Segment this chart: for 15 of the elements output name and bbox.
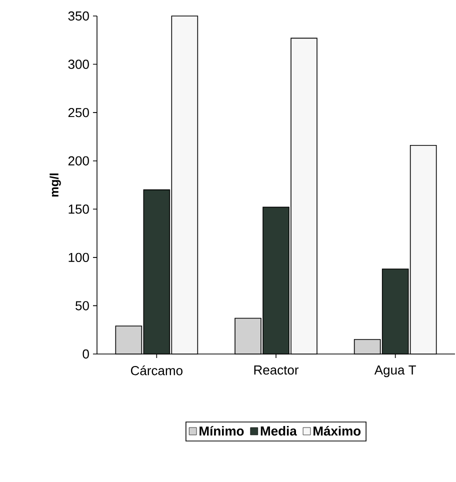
- legend-label: Máximo: [314, 426, 361, 436]
- legend-label: Mínimo: [200, 426, 244, 436]
- y-tick-label: 350: [68, 11, 89, 21]
- x-tick-label: Agua T: [374, 366, 416, 378]
- y-tick-label: 150: [68, 204, 89, 214]
- y-tick-label: 50: [76, 301, 89, 310]
- y-tick-label: 200: [68, 156, 89, 166]
- y-tick-label: 300: [68, 60, 89, 69]
- y-tick-label: 100: [68, 252, 89, 262]
- legend-label: Media: [260, 426, 297, 436]
- x-tick-label: Reactor: [254, 366, 299, 375]
- y-tick-label: 250: [68, 108, 89, 118]
- y-tick-label: 0: [82, 349, 89, 359]
- y-axis-title: mg/l: [50, 174, 61, 197]
- x-tick-label: Cárcamo: [130, 366, 182, 376]
